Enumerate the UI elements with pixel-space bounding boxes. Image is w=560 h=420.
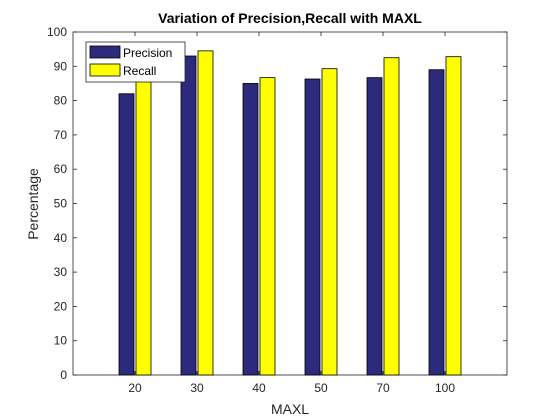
y-tick-label-60: 60 bbox=[54, 162, 68, 176]
bar-recall-100 bbox=[445, 56, 462, 376]
y-tick-label-40: 40 bbox=[54, 231, 68, 245]
y-tick-label-10: 10 bbox=[54, 334, 68, 348]
y-axis-label: Percentage bbox=[25, 168, 41, 240]
y-tick-label-20: 20 bbox=[54, 299, 68, 313]
bar-recall-50 bbox=[321, 68, 338, 376]
bars-group bbox=[118, 50, 462, 376]
bar-recall-20 bbox=[135, 81, 152, 376]
y-axis-ticks: 0 10 20 30 40 50 60 70 80 90 100 bbox=[47, 25, 507, 382]
x-tick-label-30: 30 bbox=[190, 381, 204, 395]
y-tick-label-30: 30 bbox=[54, 265, 68, 279]
chart-title: Variation of Precision,Recall with MAXL bbox=[158, 10, 422, 26]
bar-precision-40 bbox=[242, 83, 259, 376]
bar-precision-30 bbox=[180, 55, 197, 376]
bar-precision-70 bbox=[366, 77, 383, 376]
bar-recall-30 bbox=[197, 50, 214, 376]
legend-swatch-recall bbox=[89, 63, 121, 77]
bar-precision-100 bbox=[428, 69, 445, 376]
legend-label-precision: Precision bbox=[123, 46, 172, 60]
legend-swatch-precision bbox=[89, 45, 121, 59]
y-tick-label-50: 50 bbox=[54, 197, 68, 211]
legend-label-recall: Recall bbox=[123, 64, 156, 78]
bar-recall-40 bbox=[259, 77, 276, 376]
x-axis-label: MAXL bbox=[271, 401, 309, 417]
x-tick-label-70: 70 bbox=[376, 381, 390, 395]
x-tick-label-20: 20 bbox=[128, 381, 142, 395]
y-tick-label-80: 80 bbox=[54, 94, 68, 108]
x-axis-ticks: 20 30 40 50 70 100 bbox=[128, 32, 455, 395]
legend: Precision Recall bbox=[85, 41, 186, 83]
bar-precision-50 bbox=[304, 78, 321, 376]
x-tick-label-40: 40 bbox=[252, 381, 266, 395]
y-tick-label-0: 0 bbox=[60, 368, 67, 382]
y-tick-label-70: 70 bbox=[54, 128, 68, 142]
bar-recall-70 bbox=[383, 57, 400, 376]
x-tick-label-100: 100 bbox=[435, 381, 455, 395]
y-tick-label-90: 90 bbox=[54, 59, 68, 73]
x-tick-label-50: 50 bbox=[314, 381, 328, 395]
bar-precision-20 bbox=[118, 93, 135, 376]
y-tick-label-100: 100 bbox=[47, 25, 67, 39]
